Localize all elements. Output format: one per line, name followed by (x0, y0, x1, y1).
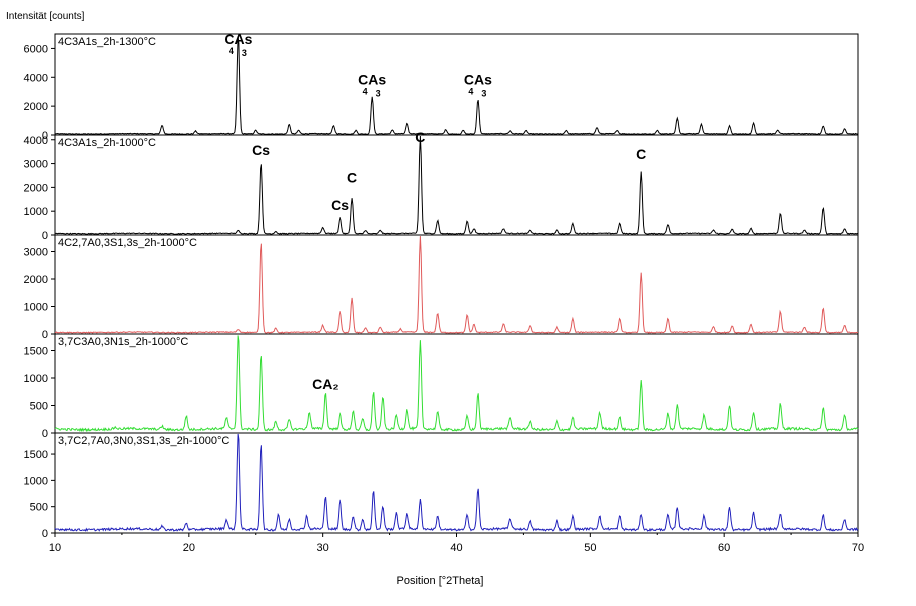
series-line (54, 433, 859, 532)
y-tick-label: 3000 (24, 159, 48, 171)
y-tick-label: 500 (30, 502, 48, 514)
peak-annotation: C (415, 129, 425, 145)
peak-label-subscript: 4 (229, 46, 234, 56)
peak-label: C (347, 170, 357, 186)
y-tick-label: 1500 (24, 346, 48, 358)
x-axis: 10 20 30 40 50 60 70 (49, 533, 864, 554)
y-axis-label: Intensität [counts] (6, 11, 85, 22)
x-tick-label: 60 (718, 542, 730, 554)
series-line (54, 36, 859, 135)
series-line (54, 235, 859, 334)
y-tick-label: 1500 (24, 449, 48, 461)
peak-annotation: Cs (331, 197, 349, 213)
x-tick-label: 30 (317, 542, 329, 554)
panel-frame (54, 333, 859, 434)
y-tick-label: 0 (42, 528, 48, 540)
peak-annotation: CA₂ (312, 376, 338, 392)
panel-3: 0 1000 2000 3000 4C2,7A0,3S1,3s_2h-1000°C (24, 234, 859, 341)
peak-label: CAs (358, 72, 386, 88)
peak-annotation: C (347, 170, 357, 186)
y-tick-label: 2000 (24, 182, 48, 194)
x-tick-label: 40 (450, 542, 462, 554)
y-tick-label: 4000 (24, 135, 48, 147)
y-tick-label: 1000 (24, 475, 48, 487)
panel-frame (54, 234, 859, 335)
peak-label-subscript: 3 (242, 48, 247, 58)
y-tick-label: 0 (42, 329, 48, 341)
y-tick-label: 0 (42, 130, 48, 142)
panel-frame (54, 33, 859, 136)
panel-title: 3,7C2,7A0,3N0,3S1,3s_2h-1000°C (58, 435, 229, 447)
y-tick-label: 3000 (24, 247, 48, 259)
peak-annotation: C (636, 146, 646, 162)
peak-label: CAs (464, 72, 492, 88)
peak-label-subscript: 4 (363, 87, 368, 97)
y-tick-label: 6000 (24, 43, 48, 55)
panel-4: 0 500 1000 1500 3,7C3A0,3N1s_2h-1000°C CA₂ (24, 333, 859, 440)
panel-title: 4C3A1s_2h-1300°C (58, 36, 156, 48)
peak-label-subscript: 3 (481, 89, 486, 99)
y-tick-label: 500 (30, 401, 48, 413)
y-tick-label: 2000 (24, 101, 48, 113)
panel-title: 3,7C3A0,3N1s_2h-1000°C (58, 336, 188, 348)
peak-label-subscript: 4 (468, 87, 473, 97)
y-tick-label: 1000 (24, 373, 48, 385)
y-tick-label: 1000 (24, 206, 48, 218)
series-line (54, 335, 859, 433)
y-tick-label: 0 (42, 230, 48, 242)
y-tick-label: 4000 (24, 72, 48, 84)
x-axis-label: Position [°2Theta] (397, 575, 484, 587)
peak-label: CAs (224, 31, 252, 47)
peak-annotation: Cs (252, 142, 270, 158)
series-line (54, 135, 859, 235)
peak-label-subscript: 3 (376, 89, 381, 99)
peak-label: Cs (331, 197, 349, 213)
peak-label: CA₂ (312, 376, 338, 392)
panel-frame (54, 432, 859, 534)
y-tick-label: 0 (42, 428, 48, 440)
y-tick-label: 2000 (24, 274, 48, 286)
panel-title: 4C2,7A0,3S1,3s_2h-1000°C (58, 237, 197, 249)
peak-label: Cs (252, 142, 270, 158)
peak-label: C (415, 129, 425, 145)
peak-label: C (636, 146, 646, 162)
panel-2: 0 1000 2000 3000 4000 4C3A1s_2h-1000°C Cs Cs C C C (24, 129, 859, 242)
x-tick-label: 20 (183, 542, 195, 554)
panel-title: 4C3A1s_2h-1000°C (58, 137, 156, 149)
y-tick-label: 1000 (24, 302, 48, 314)
x-tick-label: 50 (584, 542, 596, 554)
x-tick-label: 70 (852, 542, 864, 554)
x-tick-label: 10 (49, 542, 61, 554)
panel-5: 0 500 1000 1500 3,7C2,7A0,3N0,3S1,3s_2h-1000… (24, 432, 859, 540)
panel-frame (54, 134, 859, 236)
